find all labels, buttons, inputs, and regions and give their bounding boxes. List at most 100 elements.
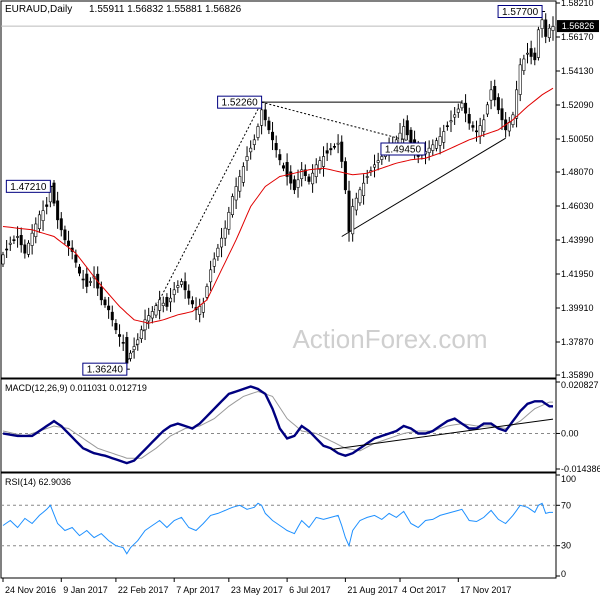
- price-candle-body: [522, 58, 526, 71]
- price-candle-body: [198, 306, 202, 315]
- x-axis: 24 Nov 2016 9 Jan 2017 22 Feb 2017 7 Apr 20…: [2, 578, 511, 595]
- y-tick-label: 1.46030: [561, 201, 594, 211]
- price-annotation-box: [5, 179, 51, 193]
- x-tick-label: 24 Nov 2016: [5, 585, 56, 595]
- price-candle-body: [314, 164, 318, 177]
- price-candle-body: [445, 125, 449, 127]
- price-candle-body: [500, 108, 504, 121]
- price-candle-body: [343, 161, 347, 191]
- price-candle-body: [453, 114, 457, 118]
- price-candle-body: [544, 19, 548, 37]
- price-candle-body: [329, 148, 333, 151]
- price-trendline: [261, 101, 412, 142]
- price-candle-body: [526, 52, 530, 55]
- price-candle-body: [147, 315, 151, 322]
- y-tick-label: 1.50050: [561, 134, 594, 144]
- price-candle-body: [278, 154, 282, 161]
- price-candle-body: [431, 144, 435, 151]
- price-candle-body: [150, 311, 154, 319]
- price-candle-body: [234, 186, 238, 201]
- price-candle-body: [99, 286, 103, 301]
- price-annotation-label: 1.49450: [385, 145, 422, 156]
- last-price-value: 1.56826: [562, 21, 595, 31]
- price-watermark: ActionForex.com: [292, 324, 487, 354]
- y-tick-label: 1.58210: [561, 0, 594, 8]
- price-candle-body: [190, 300, 194, 305]
- price-candle-body: [362, 182, 366, 196]
- price-candle-body: [296, 179, 300, 188]
- price-candle-body: [434, 140, 438, 149]
- rsi-reference-lines: [1, 504, 556, 547]
- price-candle-body: [358, 189, 362, 204]
- rsi-panel: 100 70 30 0 RSI(14) 62.9036: [0, 472, 576, 579]
- price-candle-body: [205, 286, 209, 298]
- price-annotation-label: 1.36240: [87, 365, 124, 376]
- price-candle-body: [74, 254, 78, 263]
- price-candle-body: [529, 48, 533, 57]
- y-tick-label: 0.020827: [561, 380, 599, 390]
- y-tick-label: 1.56170: [561, 32, 594, 42]
- y-tick-label: 1.35890: [561, 370, 594, 380]
- price-candle-body: [347, 190, 351, 232]
- price-candle-body: [212, 258, 216, 267]
- y-tick-label: 1.41950: [561, 269, 594, 279]
- price-candle-body: [271, 131, 275, 141]
- price-candle-body: [118, 334, 122, 337]
- x-tick-label: 9 Jan 2017: [63, 585, 108, 595]
- y-tick-label: -0.014386: [561, 464, 600, 474]
- price-ohlc: 1.55911 1.56832 1.55881 1.56826: [89, 4, 242, 15]
- rsi-y-axis: 100 70 30 0: [556, 474, 576, 579]
- x-tick-label: 22 Feb 2017: [118, 585, 169, 595]
- price-candle-body: [12, 239, 16, 241]
- price-candle-body: [128, 352, 132, 359]
- price-candle-body: [427, 147, 431, 153]
- price-candle-body: [536, 29, 540, 58]
- price-candle-body: [107, 305, 111, 311]
- price-candle-body: [340, 141, 344, 162]
- price-candle-body: [227, 212, 231, 230]
- price-candle-body: [59, 218, 63, 231]
- price-candle-body: [52, 182, 56, 204]
- price-candle-body: [125, 337, 129, 364]
- price-candle-body: [449, 120, 453, 123]
- price-candle-body: [161, 302, 165, 306]
- price-candle-body: [85, 273, 89, 287]
- price-candle-body: [176, 285, 180, 288]
- price-candle-body: [139, 329, 143, 339]
- price-candle-body: [533, 52, 537, 61]
- price-candle-body: [41, 210, 45, 221]
- y-tick-label: 1.37870: [561, 337, 594, 347]
- price-candle-body: [303, 169, 307, 176]
- price-candle-body: [56, 200, 60, 221]
- price-candle-body: [482, 119, 486, 132]
- price-candle-body: [37, 214, 41, 229]
- macd-trendline: [330, 418, 554, 451]
- moving-average-line: [2, 87, 554, 324]
- last-price-tag: 1.56826: [557, 20, 599, 33]
- y-tick-label: 0: [561, 569, 566, 579]
- y-tick-label: 100: [561, 474, 576, 484]
- price-candle-body: [260, 109, 264, 126]
- price-candle-body: [380, 156, 384, 160]
- price-candle-body: [81, 278, 85, 281]
- price-candle-body: [365, 176, 369, 178]
- price-candle-body: [103, 299, 107, 306]
- price-candle-body: [354, 197, 358, 211]
- price-candle-body: [402, 126, 406, 140]
- price-annotation-label: 1.52260: [222, 98, 259, 109]
- price-candle-body: [45, 204, 49, 207]
- price-candle-body: [67, 240, 71, 246]
- price-candle-body: [471, 125, 475, 128]
- macd-y-axis: 0.020827 0.00 -0.014386: [556, 380, 600, 474]
- x-tick-label: 23 May 2017: [231, 585, 283, 595]
- price-candle-body: [5, 248, 9, 251]
- macd-title: MACD(12,26,9) 0.011031 0.012719: [5, 383, 147, 393]
- price-candle-body: [376, 160, 380, 163]
- price-candle-body: [405, 120, 409, 136]
- price-candle-body: [114, 323, 118, 331]
- price-trendline: [341, 137, 506, 237]
- price-candle-body: [515, 89, 519, 119]
- y-tick-label: 1.39910: [561, 303, 594, 313]
